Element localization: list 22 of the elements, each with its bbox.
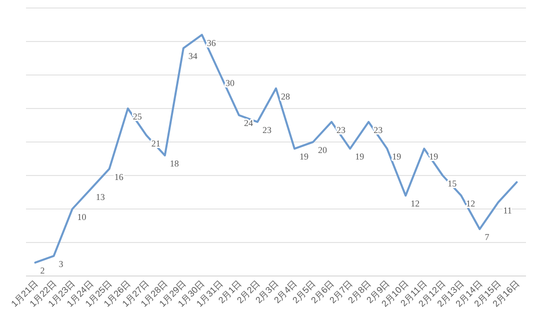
data-label: 16 [114, 172, 124, 182]
data-label: 36 [206, 38, 216, 48]
data-label: 19 [355, 152, 365, 162]
data-label: 7 [484, 232, 490, 242]
data-label: 2 [40, 266, 45, 276]
data-label: 12 [410, 198, 420, 209]
data-label: 12 [466, 198, 476, 209]
data-label: 23 [262, 124, 272, 135]
data-label: 20 [318, 145, 328, 155]
data-label: 34 [188, 51, 198, 62]
data-label: 13 [96, 192, 106, 202]
data-label: 24 [244, 118, 254, 128]
data-label: 28 [281, 91, 290, 102]
data-label: 18 [170, 158, 180, 168]
data-label: 10 [77, 212, 87, 222]
data-label: 23 [374, 124, 384, 135]
data-label: 19 [429, 152, 439, 162]
data-label: 19 [300, 152, 310, 162]
data-label: 19 [392, 152, 402, 162]
data-label: 30 [225, 78, 235, 88]
data-label: 3 [58, 258, 64, 269]
data-label: 11 [503, 205, 512, 216]
